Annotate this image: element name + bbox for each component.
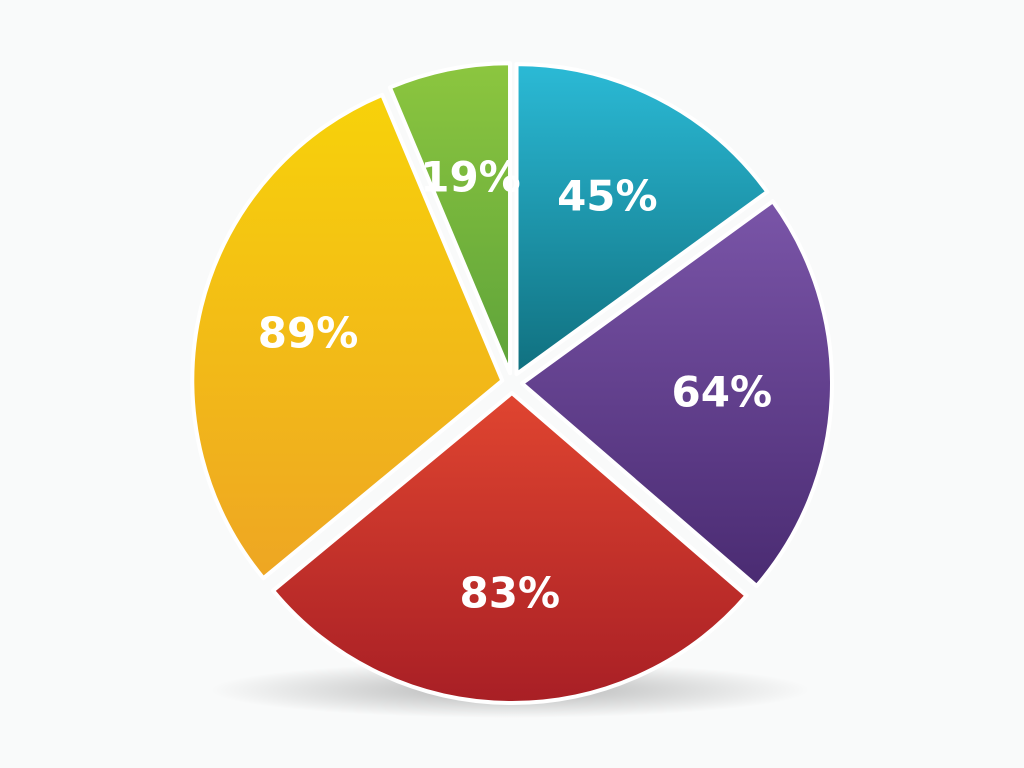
slice-label: 83% [460, 568, 561, 617]
pie-slice-64-percent [519, 199, 834, 588]
slice-label: 64% [672, 367, 773, 416]
pie-slice-45-percent [514, 62, 770, 377]
pie-slice-83-percent [271, 390, 749, 705]
pie-slices [190, 61, 834, 705]
slice-label: 19% [420, 153, 521, 202]
pie-slice-19-percent [387, 61, 513, 376]
pie-labels: 45% 64% 83% 89% 19% [258, 153, 772, 618]
slice-label: 45% [557, 171, 658, 220]
slice-label: 89% [258, 308, 359, 357]
pie-slice-89-percent [190, 92, 505, 581]
